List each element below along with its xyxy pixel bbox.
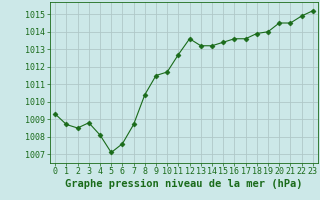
X-axis label: Graphe pression niveau de la mer (hPa): Graphe pression niveau de la mer (hPa) [65,179,303,189]
